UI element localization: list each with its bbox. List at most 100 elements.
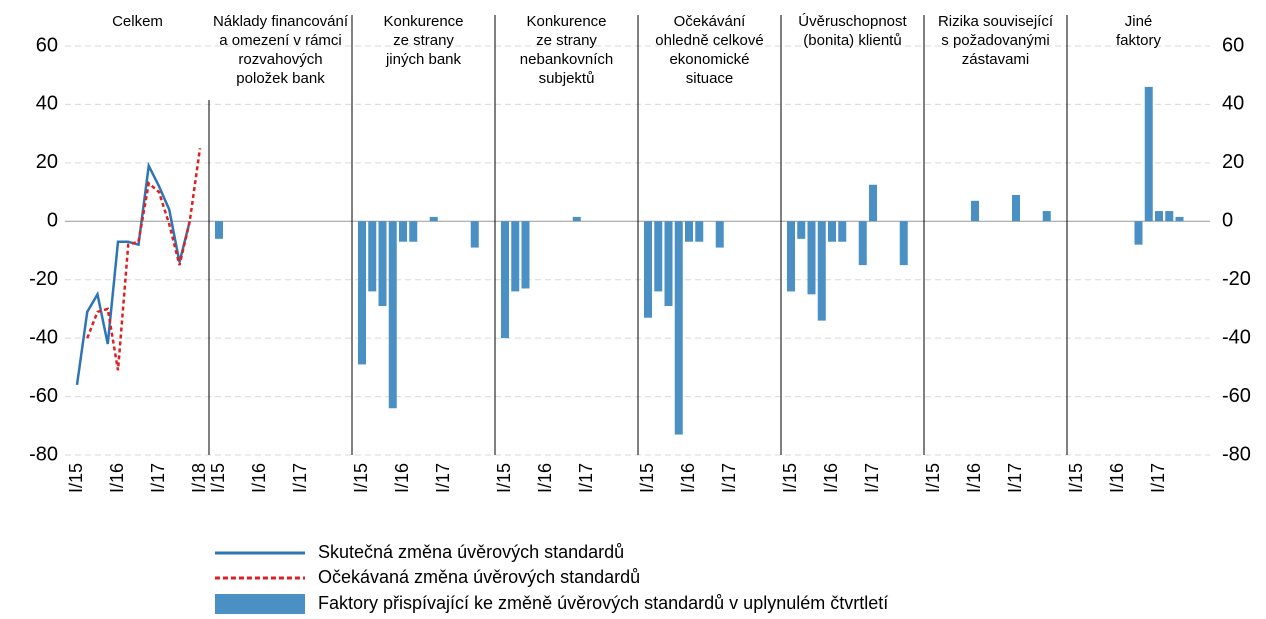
bar xyxy=(715,221,724,248)
y2-tick-label: 40 xyxy=(1222,93,1244,115)
panel-title: jiných bank xyxy=(385,51,462,68)
bar xyxy=(1134,221,1143,245)
bar xyxy=(807,221,816,295)
bar xyxy=(899,221,908,266)
x-tick-label: I/17 xyxy=(719,463,739,493)
x-tick-label: I/16 xyxy=(678,463,698,493)
y-tick-label: 40 xyxy=(36,93,58,115)
y2-tick-label: 60 xyxy=(1222,34,1244,56)
bar xyxy=(511,221,520,292)
panel-title: Konkurence xyxy=(526,13,606,30)
line-series xyxy=(75,161,191,386)
bar xyxy=(399,221,407,242)
bar xyxy=(368,221,377,292)
bar xyxy=(358,221,366,365)
panel-title: Rizika související xyxy=(938,13,1054,30)
bar xyxy=(664,221,673,307)
bar xyxy=(409,221,418,242)
panel-title: Konkurence xyxy=(383,13,463,30)
x-tick-label: I/15 xyxy=(351,463,371,493)
y2-tick-label: 0 xyxy=(1222,210,1233,232)
bar xyxy=(644,221,652,318)
bar xyxy=(215,221,223,239)
bar xyxy=(1155,211,1163,222)
x-tick-label: I/17 xyxy=(576,463,596,493)
bar xyxy=(378,221,387,307)
y-tick-label: 20 xyxy=(36,151,58,173)
y-tick-label: -60 xyxy=(29,385,58,407)
panel-title: s požadovanými xyxy=(941,32,1049,49)
y-tick-label: 0 xyxy=(47,210,58,232)
y2-tick-label: -80 xyxy=(1222,443,1251,465)
x-tick-label: I/16 xyxy=(535,463,555,493)
x-tick-label: I/17 xyxy=(148,463,168,493)
bar xyxy=(685,221,693,242)
y-tick-label: -80 xyxy=(29,443,58,465)
bar xyxy=(1144,86,1153,222)
bar xyxy=(828,221,836,242)
bar xyxy=(572,216,581,222)
x-tick-label: I/17 xyxy=(1005,463,1025,493)
y-tick-label: -40 xyxy=(29,326,58,348)
x-tick-label: I/15 xyxy=(494,463,514,493)
x-tick-label: I/15 xyxy=(1066,463,1086,493)
bar xyxy=(470,221,479,248)
x-tick-label: I/16 xyxy=(107,463,127,493)
panel-title: nebankovních xyxy=(520,51,613,68)
bar xyxy=(817,221,826,321)
panel-title: Jiné xyxy=(1125,13,1153,30)
x-tick-label: I/16 xyxy=(964,463,984,493)
bar xyxy=(787,221,795,292)
y2-tick-label: -40 xyxy=(1222,326,1251,348)
panel-title: Náklady financování xyxy=(213,13,349,30)
legend-label: Očekávaná změna úvěrových standardů xyxy=(318,567,640,587)
panel-title: položek bank xyxy=(236,70,325,87)
x-tick-label: I/17 xyxy=(1148,463,1168,493)
bar xyxy=(869,184,877,222)
bar xyxy=(971,200,979,222)
x-tick-label: I/18 xyxy=(189,463,209,493)
panel-title: (bonita) klientů xyxy=(803,32,901,49)
panel-title: zástavami xyxy=(962,51,1030,68)
bar xyxy=(501,221,509,339)
bar xyxy=(1165,211,1174,222)
x-tick-label: I/15 xyxy=(780,463,800,493)
panel-title: Očekávání xyxy=(674,13,747,30)
y2-tick-label: -20 xyxy=(1222,268,1251,290)
bar xyxy=(1012,194,1020,222)
panel-title: a omezení v rámci xyxy=(219,32,342,49)
bar xyxy=(1042,211,1051,222)
bar xyxy=(521,221,530,289)
bar xyxy=(838,221,847,242)
x-tick-label: I/15 xyxy=(637,463,657,493)
bar xyxy=(695,221,704,242)
bar xyxy=(797,221,806,239)
x-tick-label: I/17 xyxy=(290,463,310,493)
panel-title: rozvahových xyxy=(238,51,322,68)
legend-label: Skutečná změna úvěrových standardů xyxy=(318,542,624,562)
x-tick-label: I/16 xyxy=(249,463,269,493)
y-tick-label: 60 xyxy=(36,34,58,56)
panel-title: situace xyxy=(686,70,734,87)
bar xyxy=(429,216,438,222)
legend-swatch xyxy=(215,594,305,614)
x-tick-label: I/15 xyxy=(66,463,86,493)
panel-title: subjektů xyxy=(539,70,595,87)
x-tick-label: I/17 xyxy=(862,463,882,493)
panel-title: Úvěruschopnost xyxy=(798,13,907,30)
y2-tick-label: -60 xyxy=(1222,385,1251,407)
panel-title: Celkem xyxy=(112,13,163,30)
x-tick-label: I/16 xyxy=(392,463,412,493)
x-tick-label: I/17 xyxy=(433,463,453,493)
bar xyxy=(654,221,663,292)
bar xyxy=(388,221,397,409)
x-tick-label: I/15 xyxy=(923,463,943,493)
panel-title: faktory xyxy=(1116,32,1162,49)
x-tick-label: I/15 xyxy=(208,463,228,493)
bar xyxy=(674,221,683,435)
x-tick-label: I/16 xyxy=(1107,463,1127,493)
line-series xyxy=(86,148,202,371)
panel-title: ze strany xyxy=(536,32,597,49)
panel-title: ze strany xyxy=(393,32,454,49)
